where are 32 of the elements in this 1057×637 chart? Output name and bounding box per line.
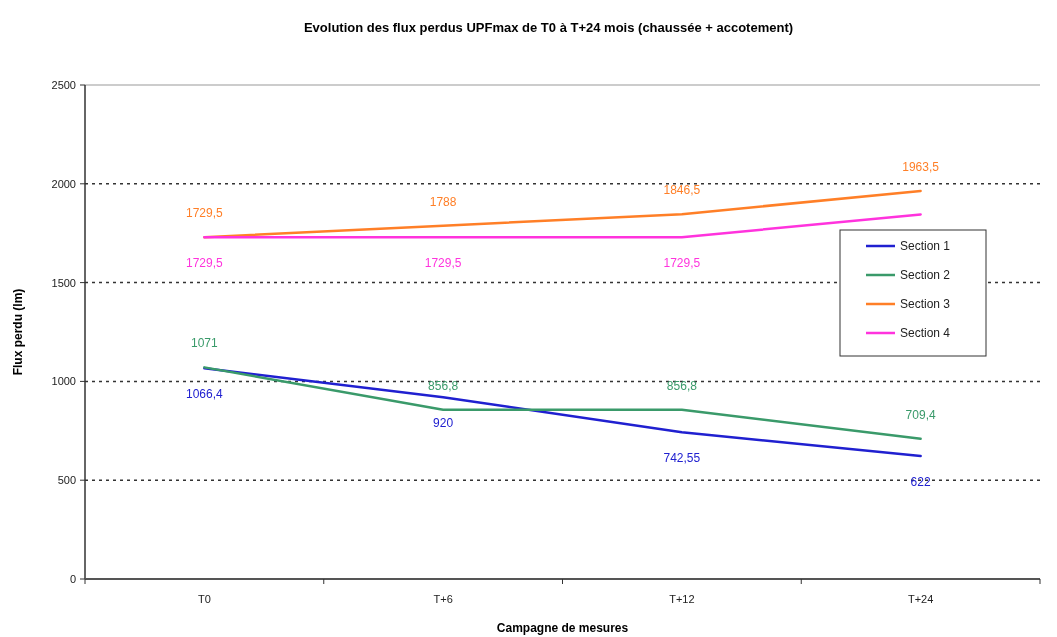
x-tick-label: T0 xyxy=(197,593,211,605)
data-label: 1729,5 xyxy=(186,256,224,271)
data-label: 709,4 xyxy=(905,407,936,422)
chart-title: Evolution des flux perdus UPFmax de T0 à T+24 mois (chaussée + accotement) xyxy=(303,20,794,35)
y-tick-label: 0 xyxy=(69,573,76,585)
data-label: 1788 xyxy=(429,194,457,209)
legend-label: Section 4 xyxy=(900,326,951,340)
y-tick-label: 2500 xyxy=(51,79,76,91)
data-label: 1729,5 xyxy=(186,206,224,221)
data-label: 622 xyxy=(910,475,931,490)
y-tick-label: 2000 xyxy=(51,177,76,190)
data-label: 920 xyxy=(433,416,454,431)
legend-label: Section 1 xyxy=(900,239,951,253)
legend-label: Section 3 xyxy=(900,297,951,311)
legend-label: Section 2 xyxy=(900,268,951,282)
data-label: 1729,5 xyxy=(424,256,462,271)
data-label: 856,8 xyxy=(666,378,698,393)
x-tick-label: T+12 xyxy=(669,593,695,605)
data-label: 856,8 xyxy=(428,378,459,393)
x-tick-label: T+24 xyxy=(907,593,934,605)
data-label: 1066,4 xyxy=(186,387,224,402)
y-axis-title: Flux perdu (lm) xyxy=(11,288,25,376)
x-axis-title: Campagne de mesures xyxy=(496,621,629,635)
y-tick-label: 500 xyxy=(57,474,76,487)
data-label: 742,55 xyxy=(663,451,701,466)
data-label: 1963,5 xyxy=(902,160,940,175)
data-label: 1071 xyxy=(191,336,219,351)
data-label: 1846,5 xyxy=(663,183,701,198)
data-label: 1729,5 xyxy=(663,256,701,271)
y-tick-label: 1000 xyxy=(51,375,76,388)
x-tick-label: T+6 xyxy=(433,593,453,605)
y-tick-label: 1500 xyxy=(51,276,76,289)
